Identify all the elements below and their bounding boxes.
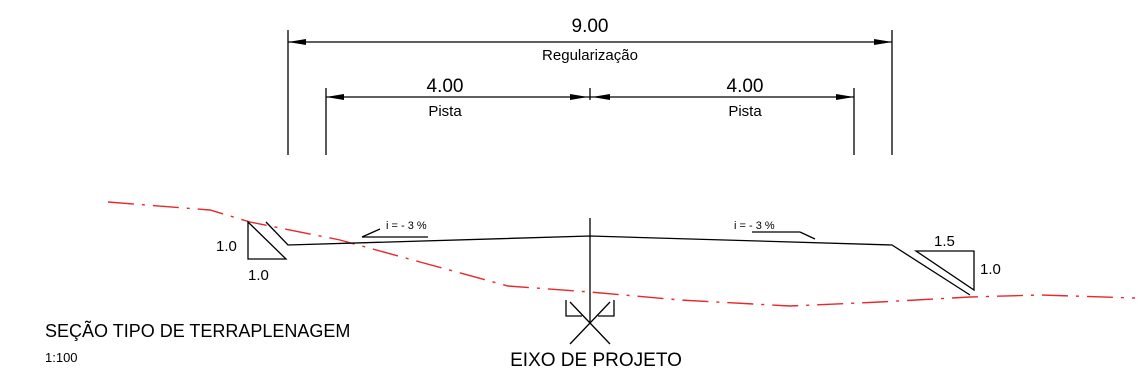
fill-slope-horizontal: 1.0 bbox=[248, 267, 269, 284]
arrowhead-lane-right-end bbox=[836, 94, 854, 100]
fill-slope-triangle: 1.0 1.0 bbox=[216, 220, 288, 284]
cut-slope-shape bbox=[913, 250, 975, 292]
cut-slope-horizontal: 1.5 bbox=[934, 233, 955, 250]
cut-slope-triangle: 1.5 1.0 bbox=[913, 233, 1001, 292]
project-axis: EIXO DE PROJETO bbox=[510, 218, 682, 371]
slope-arrow-left-head bbox=[361, 228, 381, 238]
arrowhead-left bbox=[288, 39, 306, 45]
slope-indicator-right: i = - 3 % bbox=[734, 220, 816, 240]
lane-left-label: Pista bbox=[428, 103, 462, 120]
axis-symbol-right bbox=[598, 300, 615, 317]
lane-right-value: 4.00 bbox=[727, 76, 764, 97]
slope-right-label: i = - 3 % bbox=[734, 220, 775, 232]
natural-terrain-line bbox=[107, 201, 1136, 307]
total-width-value: 9.00 bbox=[572, 16, 609, 37]
fill-slope-shape bbox=[247, 220, 288, 260]
lane-right-label: Pista bbox=[728, 103, 762, 120]
dimension-total-width: 9.00 Regularização bbox=[287, 16, 893, 155]
axis-label: EIXO DE PROJETO bbox=[510, 350, 682, 371]
arrowhead-lane-right-start bbox=[592, 94, 610, 100]
total-width-label: Regularização bbox=[542, 47, 638, 64]
slope-arrow-right-head bbox=[799, 231, 816, 240]
cut-slope-vertical: 1.0 bbox=[980, 261, 1001, 278]
arrowhead-lane-left-start bbox=[326, 94, 344, 100]
arrowhead-lane-left-end bbox=[570, 94, 588, 100]
arrowhead-right bbox=[874, 39, 892, 45]
axis-cross-b bbox=[569, 301, 611, 345]
slope-indicator-left: i = - 3 % bbox=[361, 220, 428, 238]
drawing-scale: 1:100 bbox=[45, 350, 78, 365]
dimension-lanes: 4.00 Pista 4.00 Pista bbox=[325, 76, 855, 155]
slope-left-label: i = - 3 % bbox=[386, 220, 427, 232]
fill-slope-vertical: 1.0 bbox=[216, 238, 237, 255]
drawing-title: SEÇÃO TIPO DE TERRAPLENAGEM bbox=[45, 320, 350, 341]
lane-left-value: 4.00 bbox=[427, 76, 464, 97]
axis-symbol-left bbox=[565, 300, 582, 317]
